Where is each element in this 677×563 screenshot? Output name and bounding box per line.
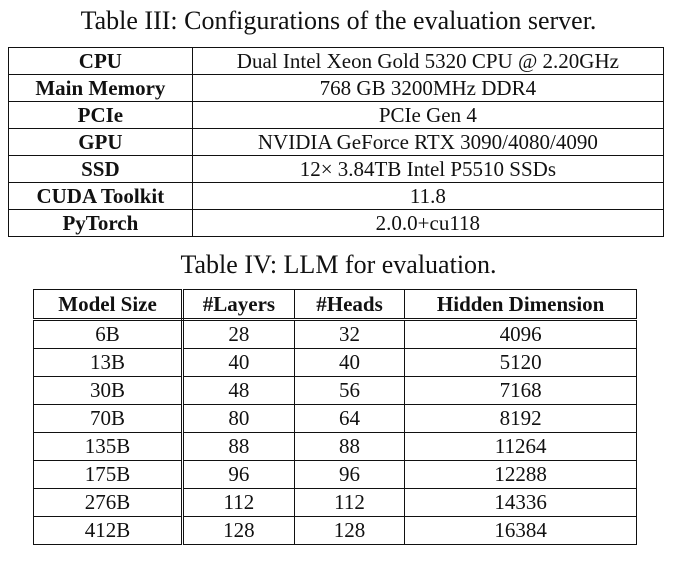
model-size-cell: 175B xyxy=(32,460,185,489)
config-row: PCIe PCIe Gen 4 xyxy=(8,101,665,129)
hidden-dimension-cell: 4096 xyxy=(404,319,637,349)
model-size-cell: 412B xyxy=(32,516,185,545)
hidden-dimension-cell: 11264 xyxy=(404,432,637,461)
config-key: CPU xyxy=(8,47,193,75)
llm-table-body: 6B 28 32 4096 13B 40 40 5120 30B 48 56 7168 70B 80 64 8… xyxy=(32,319,637,545)
hidden-dimension-cell: 12288 xyxy=(404,460,637,489)
layers-cell: 48 xyxy=(182,376,295,405)
model-size-cell: 135B xyxy=(32,432,185,461)
config-value: 768 GB 3200MHz DDR4 xyxy=(191,74,665,102)
header-hidden-dimension: Hidden Dimension xyxy=(404,289,637,321)
config-key: GPU xyxy=(8,128,193,156)
layers-cell: 112 xyxy=(182,488,295,517)
layers-cell: 96 xyxy=(182,460,295,489)
config-value: 11.8 xyxy=(191,182,665,210)
header-layers: #Layers xyxy=(182,289,295,321)
server-config-table: CPU Dual Intel Xeon Gold 5320 CPU @ 2.20G… xyxy=(8,47,665,237)
config-row: GPU NVIDIA GeForce RTX 3090/4080/4090 xyxy=(8,128,665,156)
server-config-body: CPU Dual Intel Xeon Gold 5320 CPU @ 2.20G… xyxy=(8,47,665,237)
config-value: NVIDIA GeForce RTX 3090/4080/4090 xyxy=(191,128,665,156)
config-key: PyTorch xyxy=(8,209,193,237)
table-row: 70B 80 64 8192 xyxy=(32,404,637,433)
heads-cell: 40 xyxy=(293,348,406,377)
llm-table: Model Size #Layers #Heads Hidden Dimensi… xyxy=(32,289,637,545)
layers-cell: 28 xyxy=(182,319,295,349)
table-row: 175B 96 96 12288 xyxy=(32,460,637,489)
table3-caption: Table III: Configurations of the evaluat… xyxy=(80,6,597,35)
table-row: 135B 88 88 11264 xyxy=(32,432,637,461)
model-size-cell: 30B xyxy=(32,376,185,405)
config-row: CPU Dual Intel Xeon Gold 5320 CPU @ 2.20G… xyxy=(8,47,665,75)
config-row: PyTorch 2.0.0+cu118 xyxy=(8,209,665,237)
table-row: 30B 48 56 7168 xyxy=(32,376,637,405)
config-key: SSD xyxy=(8,155,193,183)
table-row: 6B 28 32 4096 xyxy=(32,319,637,349)
heads-cell: 112 xyxy=(293,488,406,517)
config-row: SSD 12× 3.84TB Intel P5510 SSDs xyxy=(8,155,665,183)
hidden-dimension-cell: 16384 xyxy=(404,516,637,545)
heads-cell: 96 xyxy=(293,460,406,489)
table-row: 276B 112 112 14336 xyxy=(32,488,637,517)
hidden-dimension-cell: 5120 xyxy=(404,348,637,377)
config-row: Main Memory 768 GB 3200MHz DDR4 xyxy=(8,74,665,102)
heads-cell: 88 xyxy=(293,432,406,461)
layers-cell: 88 xyxy=(182,432,295,461)
llm-table-header-row: Model Size #Layers #Heads Hidden Dimensi… xyxy=(32,289,637,321)
config-key: CUDA Toolkit xyxy=(8,182,193,210)
config-value: PCIe Gen 4 xyxy=(191,101,665,129)
model-size-cell: 13B xyxy=(32,348,185,377)
heads-cell: 64 xyxy=(293,404,406,433)
heads-cell: 56 xyxy=(293,376,406,405)
layers-cell: 80 xyxy=(182,404,295,433)
model-size-cell: 70B xyxy=(32,404,185,433)
table-row: 412B 128 128 16384 xyxy=(32,516,637,545)
heads-cell: 128 xyxy=(293,516,406,545)
config-key: Main Memory xyxy=(8,74,193,102)
header-model-size: Model Size xyxy=(32,289,185,321)
table4-caption: Table IV: LLM for evaluation. xyxy=(180,250,497,279)
config-value: 2.0.0+cu118 xyxy=(191,209,665,237)
model-size-cell: 276B xyxy=(32,488,185,517)
layers-cell: 40 xyxy=(182,348,295,377)
header-heads: #Heads xyxy=(293,289,406,321)
hidden-dimension-cell: 8192 xyxy=(404,404,637,433)
hidden-dimension-cell: 14336 xyxy=(404,488,637,517)
table-row: 13B 40 40 5120 xyxy=(32,348,637,377)
config-row: CUDA Toolkit 11.8 xyxy=(8,182,665,210)
model-size-cell: 6B xyxy=(32,319,185,349)
hidden-dimension-cell: 7168 xyxy=(404,376,637,405)
config-key: PCIe xyxy=(8,101,193,129)
config-value: Dual Intel Xeon Gold 5320 CPU @ 2.20GHz xyxy=(191,47,665,75)
config-value: 12× 3.84TB Intel P5510 SSDs xyxy=(191,155,665,183)
heads-cell: 32 xyxy=(293,319,406,349)
layers-cell: 128 xyxy=(182,516,295,545)
